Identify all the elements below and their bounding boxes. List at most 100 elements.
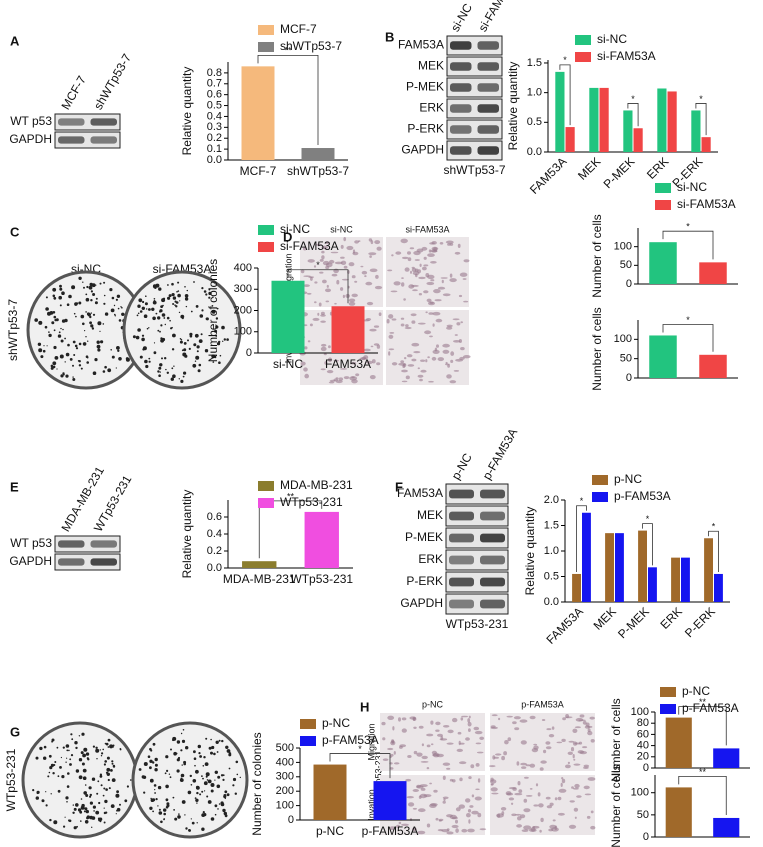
colony xyxy=(71,738,74,741)
significance-label: * xyxy=(580,496,584,506)
colony xyxy=(142,300,145,304)
colony xyxy=(181,764,183,766)
colony xyxy=(201,827,205,831)
bar xyxy=(589,87,599,152)
colony xyxy=(48,333,52,338)
colony xyxy=(66,757,68,759)
cell xyxy=(470,764,475,769)
cell xyxy=(368,252,377,256)
colony xyxy=(211,745,215,750)
cell xyxy=(590,810,594,814)
cell xyxy=(314,301,317,304)
cell xyxy=(450,351,455,356)
colony xyxy=(94,301,98,305)
cell xyxy=(300,361,306,366)
bar xyxy=(565,127,575,152)
cell xyxy=(321,250,325,254)
cell xyxy=(412,716,416,722)
cell xyxy=(407,257,412,262)
colony xyxy=(61,291,65,296)
colony xyxy=(92,371,97,376)
colony xyxy=(194,360,197,362)
lane-label: shWTp53-7 xyxy=(91,51,134,112)
y-axis-label: Number of cells xyxy=(590,214,604,297)
colony xyxy=(212,361,215,363)
colony xyxy=(111,309,114,312)
colony xyxy=(157,805,159,807)
colony xyxy=(177,290,180,292)
colony xyxy=(107,778,110,782)
colony xyxy=(136,314,139,317)
cell xyxy=(414,259,420,261)
blot-band xyxy=(480,599,505,609)
cell xyxy=(401,728,407,733)
cell xyxy=(400,360,405,364)
blot-strip xyxy=(446,77,503,98)
colony xyxy=(85,336,87,338)
cell xyxy=(321,255,325,260)
colony xyxy=(184,294,189,298)
legend-label: si-FAM53A xyxy=(677,197,736,211)
cell xyxy=(351,376,355,379)
cell xyxy=(531,748,539,753)
cell xyxy=(326,370,334,374)
colony xyxy=(138,298,143,303)
colony xyxy=(182,352,187,357)
colony xyxy=(69,763,72,766)
panel-label: H xyxy=(360,699,369,714)
colony xyxy=(85,809,90,814)
colony xyxy=(159,371,161,373)
side-label: WTp53-231 xyxy=(373,750,383,797)
blot-band xyxy=(477,104,499,113)
x-tick-label: FAM53A xyxy=(527,154,569,196)
cell xyxy=(556,741,563,744)
colony xyxy=(62,328,64,331)
bar xyxy=(373,781,407,820)
colony xyxy=(56,368,58,370)
cell xyxy=(343,237,347,242)
colony xyxy=(96,792,99,795)
cell xyxy=(330,251,339,254)
colony xyxy=(153,298,156,300)
colony xyxy=(68,819,72,823)
cell xyxy=(429,803,437,808)
colony xyxy=(57,334,62,338)
blot-band xyxy=(480,511,505,521)
legend-swatch xyxy=(660,687,676,697)
cell xyxy=(456,322,461,326)
row-label: GAPDH xyxy=(401,143,444,157)
bar xyxy=(271,280,305,353)
cell xyxy=(467,721,472,727)
cell xyxy=(431,356,437,361)
colony xyxy=(195,355,200,360)
colony xyxy=(189,334,193,338)
cell xyxy=(451,824,459,829)
row-label: FAM53A xyxy=(397,486,443,500)
cell xyxy=(545,746,552,750)
colony xyxy=(165,755,169,759)
bar xyxy=(582,512,591,602)
colony xyxy=(210,783,215,787)
cell xyxy=(324,361,328,365)
cell xyxy=(521,829,529,832)
cell xyxy=(339,368,348,370)
blot-band xyxy=(58,118,85,126)
panel-label: B xyxy=(385,29,394,44)
cell xyxy=(506,792,514,796)
cell xyxy=(462,278,467,280)
row-label: FAM53A xyxy=(398,38,444,52)
cell xyxy=(468,776,472,780)
colony xyxy=(194,333,199,338)
colony xyxy=(193,281,195,283)
colony xyxy=(118,357,122,361)
colony xyxy=(112,746,114,748)
colony xyxy=(171,326,173,329)
cell xyxy=(411,342,420,347)
cell xyxy=(523,798,528,803)
cell xyxy=(432,349,440,354)
cell xyxy=(515,813,521,816)
colony xyxy=(181,739,186,744)
cell xyxy=(490,783,494,786)
cell xyxy=(315,243,323,246)
